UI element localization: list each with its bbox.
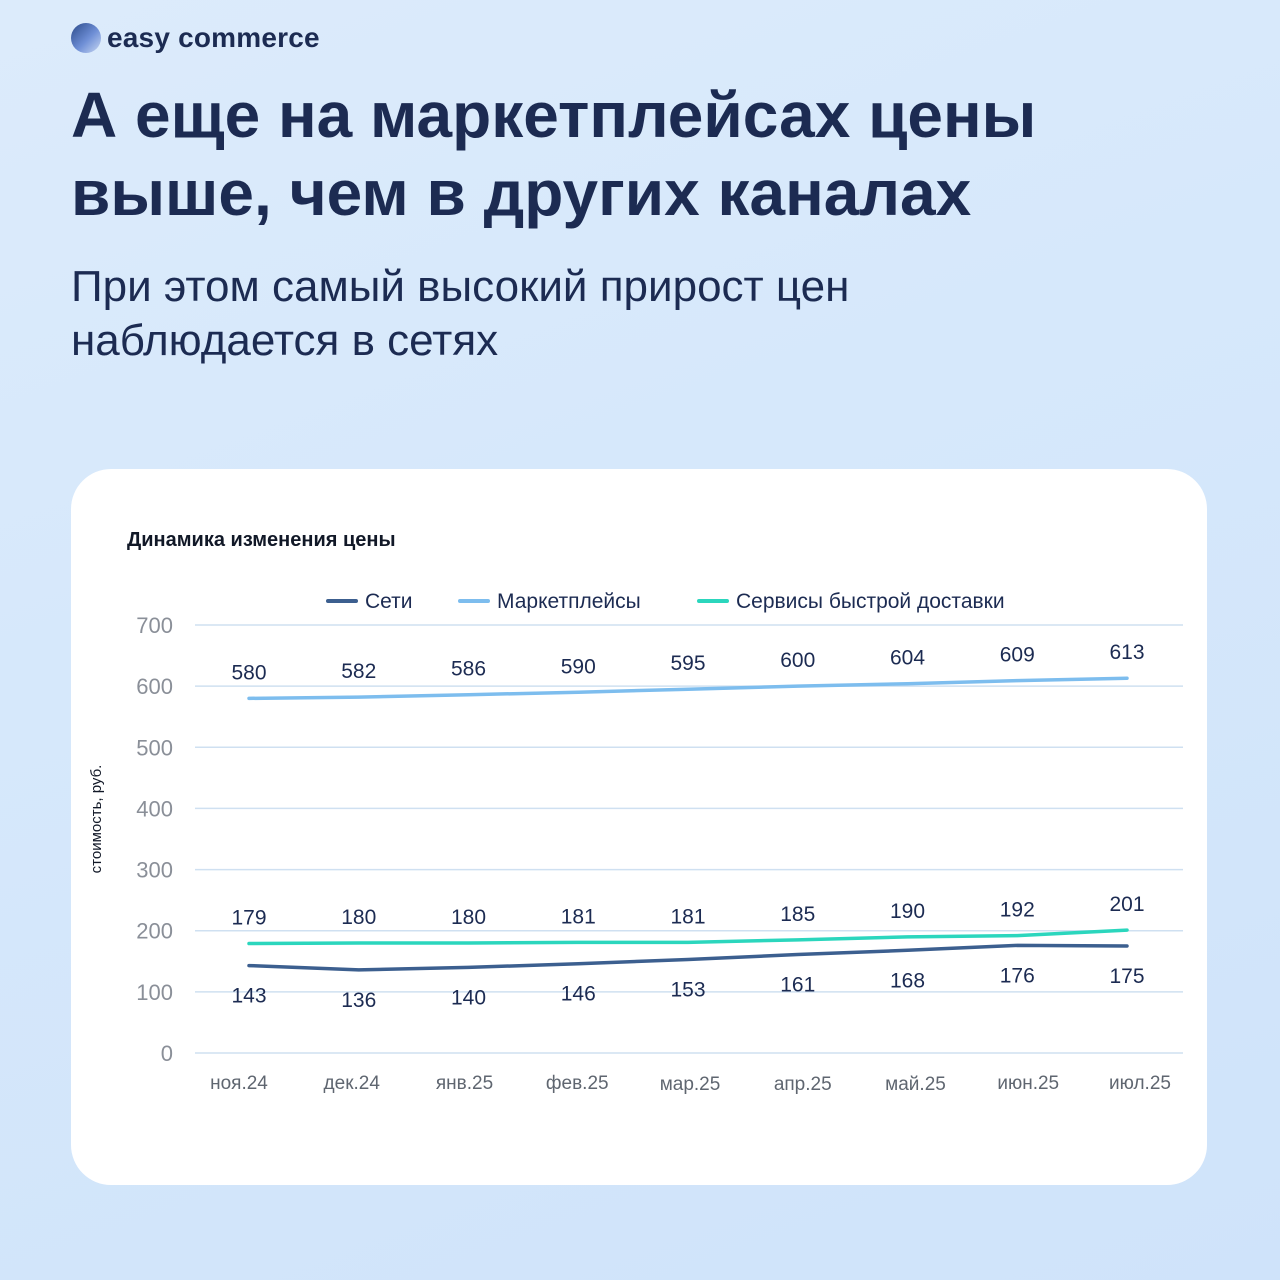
data-label: 185 — [780, 903, 815, 926]
x-tick-label: июн.25 — [997, 1073, 1059, 1094]
data-label: 180 — [341, 906, 376, 929]
data-label: 582 — [341, 660, 376, 683]
data-label: 136 — [341, 989, 376, 1012]
y-tick-label: 200 — [136, 919, 173, 944]
y-tick-label: 400 — [136, 796, 173, 821]
y-tick-label: 300 — [136, 858, 173, 883]
data-label: 146 — [561, 983, 596, 1006]
data-label: 180 — [451, 906, 486, 929]
brand: easy commerce — [71, 22, 320, 54]
data-label: 192 — [1000, 899, 1035, 922]
legend-label: Маркетплейсы — [497, 590, 641, 613]
y-tick-label: 500 — [136, 735, 173, 760]
chart-card: Динамика изменения цены стоимость, руб. 0 1… — [71, 469, 1207, 1185]
legend-label: Сервисы быстрой доставки — [736, 590, 1005, 613]
series-line — [247, 676, 1129, 701]
data-label: 176 — [1000, 964, 1035, 987]
series-line — [247, 928, 1129, 946]
data-label: 175 — [1109, 965, 1144, 988]
brand-logo-icon — [71, 23, 101, 53]
data-label: 181 — [561, 905, 596, 928]
data-label: 190 — [890, 900, 925, 923]
y-tick-label: 100 — [136, 980, 173, 1005]
data-label: 580 — [231, 661, 266, 684]
data-label: 140 — [451, 986, 486, 1009]
data-label: 590 — [561, 655, 596, 678]
data-label: 604 — [890, 647, 925, 670]
x-tick-label: май.25 — [885, 1074, 946, 1095]
data-label: 168 — [890, 969, 925, 992]
x-tick-label: июл.25 — [1109, 1073, 1171, 1094]
legend-label: Сети — [365, 590, 413, 613]
data-label: 161 — [780, 974, 815, 997]
y-tick-label: 600 — [136, 674, 173, 699]
x-tick-label: янв.25 — [436, 1073, 493, 1094]
x-tick-label: фев.25 — [546, 1073, 609, 1094]
data-label: 609 — [1000, 644, 1035, 667]
data-label: 613 — [1109, 641, 1144, 664]
y-axis-label: стоимость, руб. — [88, 765, 105, 874]
brand-name: easy commerce — [107, 22, 320, 53]
data-label: 181 — [670, 905, 705, 928]
chart-title: Динамика изменения цены — [127, 529, 396, 551]
headline: А еще на маркетплейсах цены выше, чем в … — [71, 79, 1037, 229]
data-label: 153 — [670, 978, 705, 1001]
subheadline: При этом самый высокий прирост цен наблю… — [71, 262, 850, 365]
y-tick-label: 0 — [161, 1041, 173, 1066]
data-label: 143 — [231, 985, 266, 1008]
data-label: 595 — [670, 652, 705, 675]
data-label: 600 — [780, 649, 815, 672]
data-label: 586 — [451, 658, 486, 681]
x-tick-label: апр.25 — [774, 1074, 832, 1095]
data-label: 179 — [231, 907, 266, 930]
x-tick-label: дек.24 — [324, 1073, 381, 1094]
price-dynamics-chart: Динамика изменения цены стоимость, руб. 0 1… — [88, 529, 1183, 1095]
x-tick-label: ноя.24 — [210, 1073, 268, 1094]
data-label: 201 — [1109, 893, 1144, 916]
y-tick-label: 700 — [136, 613, 173, 638]
series-line — [247, 943, 1129, 972]
x-tick-label: мар.25 — [660, 1074, 721, 1095]
